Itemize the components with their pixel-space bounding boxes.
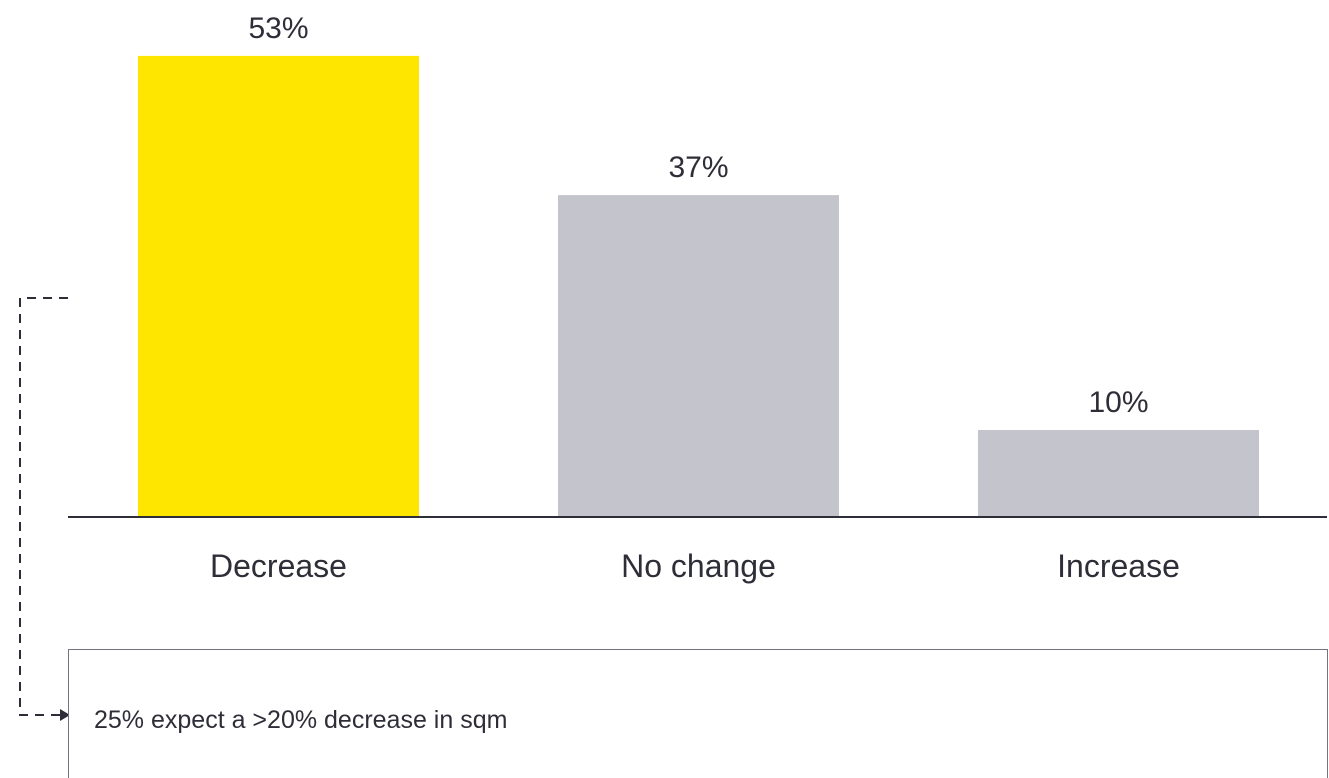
data-label: 37% xyxy=(668,151,728,184)
category-label: No change xyxy=(621,548,776,584)
callout-box: 25% expect a >20% decrease in sqm xyxy=(68,649,1328,778)
bar-no-change xyxy=(558,195,839,517)
callout-connector-line xyxy=(19,297,68,716)
bars-layer xyxy=(138,55,1259,518)
data-label: 53% xyxy=(248,12,308,45)
bar-decrease xyxy=(138,55,419,518)
labels-layer: 53% Decrease 37% No change 10% Increase xyxy=(210,12,1180,584)
callout-arrow-icon xyxy=(60,709,70,721)
category-label: Decrease xyxy=(210,548,347,584)
data-label: 10% xyxy=(1088,386,1148,419)
bar-increase xyxy=(978,430,1259,517)
callout-text: 25% expect a >20% decrease in sqm xyxy=(94,706,508,734)
category-label: Increase xyxy=(1057,548,1180,584)
